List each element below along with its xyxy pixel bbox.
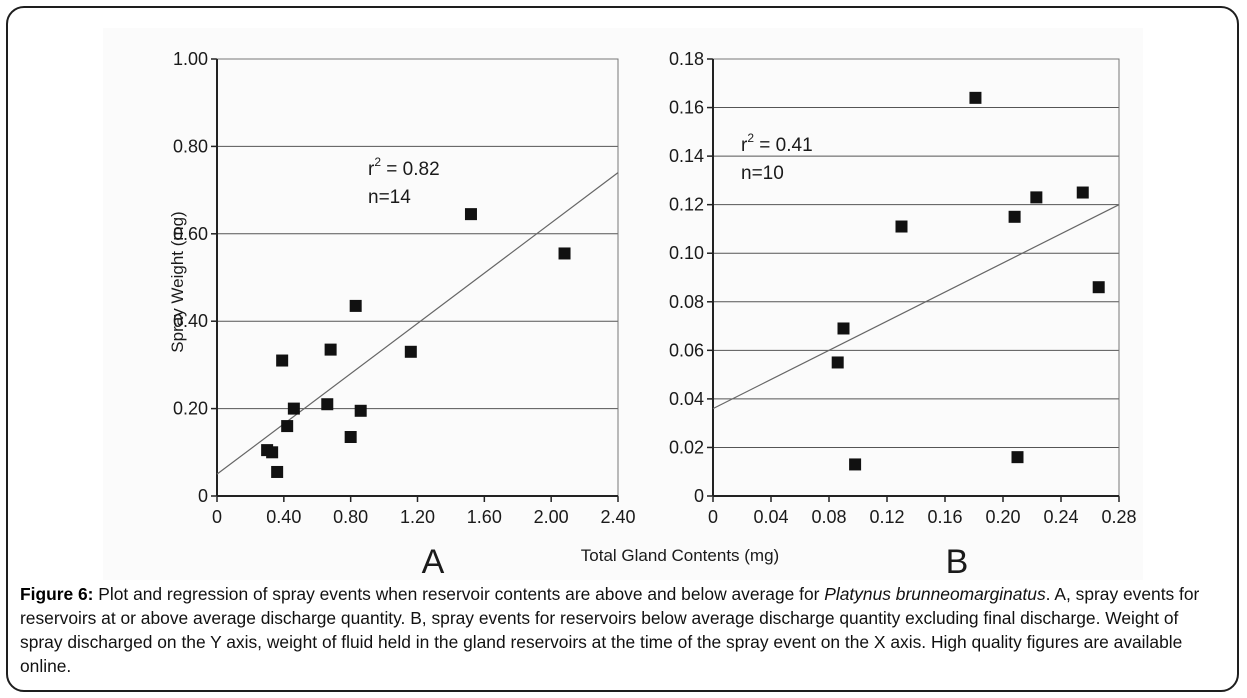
r2-annotation-a: r2 = 0.82 — [368, 155, 440, 180]
y-tick-label-b-8: 0.16 — [669, 98, 704, 118]
data-point-a-6 — [287, 402, 300, 415]
data-point-a-10 — [349, 299, 362, 312]
data-point-a-9 — [344, 431, 357, 444]
y-tick-label-b-3: 0.06 — [669, 340, 704, 360]
data-point-a-4 — [276, 354, 289, 367]
x-tick-label-a-4: 1.60 — [467, 507, 502, 527]
regression-line-a — [216, 172, 619, 475]
data-point-b-8 — [1030, 191, 1043, 204]
y-tick-label-b-7: 0.14 — [669, 146, 704, 166]
x-axis-label: Total Gland Contents (mg) — [581, 546, 779, 565]
x-tick-label-a-0: 0 — [212, 507, 222, 527]
data-point-a-14 — [558, 247, 571, 260]
figure-panel — [103, 28, 1143, 580]
regression-line-b — [712, 204, 1120, 410]
plot-frame-a — [216, 58, 619, 497]
figure-caption: Figure 6: Plot and regression of spray e… — [20, 582, 1225, 678]
x-tick-label-b-5: 0.20 — [985, 507, 1020, 527]
x-tick-label-b-1: 0.04 — [753, 507, 788, 527]
x-tick-label-a-3: 1.20 — [400, 507, 435, 527]
y-tick-label-b-0: 0 — [694, 486, 704, 506]
data-point-a-3 — [271, 465, 284, 478]
data-point-b-3 — [849, 458, 862, 471]
data-point-a-13 — [464, 208, 477, 221]
y-tick-label-a-4: 0.80 — [173, 136, 208, 156]
y-tick-label-b-4: 0.08 — [669, 292, 704, 312]
caption-species: Platynus brunneomarginatus — [824, 584, 1046, 604]
plot-frame-b — [712, 58, 1120, 497]
caption-text-1: Plot and regression of spray events when… — [93, 584, 825, 604]
data-point-b-7 — [1011, 451, 1024, 464]
data-point-b-10 — [1092, 281, 1105, 294]
caption-text-2: . A, spray events for reservoirs at or a… — [20, 584, 1200, 676]
data-point-a-12 — [404, 345, 417, 358]
x-tick-label-a-6: 2.40 — [600, 507, 635, 527]
x-tick-label-b-2: 0.08 — [811, 507, 846, 527]
y-tick-label-a-1: 0.20 — [173, 399, 208, 419]
data-point-a-5 — [281, 420, 294, 433]
chart-a: 0 0.20 0.40 0.60 0.80 1.00 0 0.40 0.80 1.20 1.60 2.… — [173, 49, 636, 580]
x-tick-label-a-5: 2.00 — [534, 507, 569, 527]
data-point-a-2 — [266, 446, 279, 459]
y-tick-label-b-6: 0.12 — [669, 195, 704, 215]
y-tick-label-a-0: 0 — [198, 486, 208, 506]
panel-label-a: A — [422, 543, 445, 580]
data-point-b-9 — [1076, 186, 1089, 199]
y-tick-label-a-3: 0.60 — [173, 224, 208, 244]
data-point-a-7 — [321, 398, 334, 411]
n-annotation-a: n=14 — [368, 187, 411, 208]
y-tick-label-a-5: 1.00 — [173, 49, 208, 69]
data-point-b-5 — [969, 91, 982, 104]
data-point-b-4 — [895, 220, 908, 233]
x-tick-label-b-6: 0.24 — [1043, 507, 1078, 527]
y-tick-label-b-5: 0.10 — [669, 243, 704, 263]
x-tick-label-b-3: 0.12 — [869, 507, 904, 527]
x-tick-label-b-0: 0 — [708, 507, 718, 527]
caption-label: Figure 6: — [20, 584, 94, 604]
data-point-b-6 — [1008, 210, 1021, 223]
y-tick-label-b-9: 0.18 — [669, 49, 704, 69]
x-tick-label-b-4: 0.16 — [927, 507, 962, 527]
y-tick-label-a-2: 0.40 — [173, 311, 208, 331]
x-tick-label-a-1: 0.40 — [266, 507, 301, 527]
r2-annotation-b: r2 = 0.41 — [741, 131, 813, 156]
n-annotation-b: n=10 — [741, 163, 784, 184]
figure-6-charts: 0 0.20 0.40 0.60 0.80 1.00 0 0.40 0.80 1.20 1.60 2.… — [168, 49, 1137, 580]
panel-label-b: B — [946, 543, 969, 580]
y-tick-label-b-1: 0.02 — [669, 437, 704, 457]
data-point-b-2 — [837, 322, 850, 335]
x-tick-label-b-7: 0.28 — [1101, 507, 1136, 527]
data-point-b-1 — [831, 356, 844, 369]
y-axis-label: Spray Weight (mg) — [168, 211, 187, 352]
data-point-a-8 — [324, 343, 337, 356]
chart-b: 0 0.02 0.04 0.06 0.08 0.10 0.12 0.14 0.16 0.18 0 0.… — [669, 49, 1137, 580]
y-tick-label-b-2: 0.04 — [669, 389, 704, 409]
x-tick-label-a-2: 0.80 — [333, 507, 368, 527]
data-point-a-11 — [354, 404, 367, 417]
